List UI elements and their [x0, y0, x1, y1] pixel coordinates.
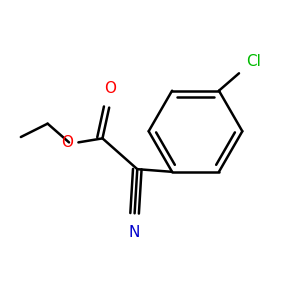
Text: O: O	[104, 80, 116, 95]
Text: Cl: Cl	[246, 54, 261, 69]
Text: N: N	[129, 225, 140, 240]
Text: O: O	[61, 135, 73, 150]
